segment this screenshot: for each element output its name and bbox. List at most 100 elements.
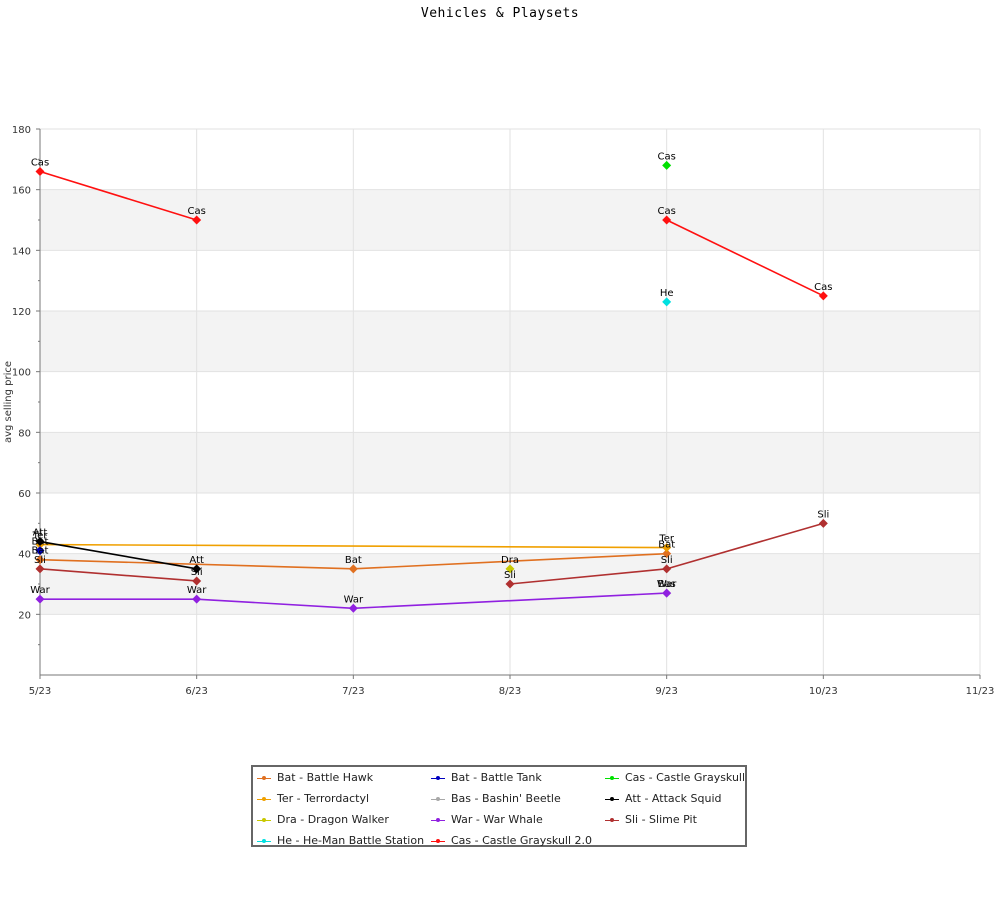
x-tick-label: 6/23 (185, 686, 207, 697)
series-points (35, 160, 828, 613)
data-point (35, 546, 45, 556)
data-point (35, 166, 45, 176)
data-label: Cas (31, 157, 49, 168)
series-line (353, 552, 667, 570)
data-label: Ter (658, 534, 675, 545)
data-label: Sli (817, 509, 829, 520)
x-tick-label: 5/23 (29, 686, 51, 697)
legend-item: He - He-Man Battle Station (257, 834, 424, 848)
data-label: Bat (32, 537, 49, 548)
data-label: Sli (661, 555, 673, 566)
data-label: Dra (501, 555, 519, 566)
legend-swatch (431, 836, 445, 846)
data-label: He (660, 288, 674, 299)
legend-label: He - He-Man Battle Station (277, 834, 425, 847)
legend-swatch (431, 794, 445, 804)
data-point (662, 549, 672, 559)
data-point (348, 564, 358, 574)
x-tick-label: 7/23 (342, 686, 364, 697)
data-point (192, 576, 202, 586)
legend-swatch (257, 836, 271, 846)
legend-item: Cas - Castle Grayskull (605, 771, 745, 785)
y-tick-label: 60 (18, 489, 31, 500)
legend-label: Cas - Castle Grayskull (625, 771, 746, 784)
data-point (662, 588, 672, 598)
legend-label: Bat - Battle Hawk (277, 771, 374, 784)
data-label: War (187, 585, 207, 596)
data-label: Cas (658, 206, 676, 217)
data-label: Sli (504, 570, 516, 581)
legend-swatch (605, 815, 619, 825)
legend-label: Att - Attack Squid (625, 792, 722, 805)
series-line (39, 568, 197, 582)
legend-item: Bat - Battle Tank (431, 771, 542, 785)
legend-label: Bat - Battle Tank (451, 771, 542, 784)
legend-label: Cas - Castle Grayskull 2.0 (451, 834, 593, 847)
data-label: Bat (658, 540, 675, 551)
x-tick-label: 10/23 (809, 686, 838, 697)
series-line (39, 558, 354, 570)
data-point (662, 297, 672, 307)
data-point (348, 603, 358, 613)
series-line (509, 568, 667, 585)
data-label: Sli (191, 567, 203, 578)
y-tick-label: 100 (12, 368, 31, 379)
legend-swatch (431, 773, 445, 783)
data-point (818, 518, 828, 528)
y-tick-label: 120 (12, 307, 31, 318)
data-point (662, 160, 672, 170)
data-point (35, 537, 45, 547)
legend-item: Att - Attack Squid (605, 792, 722, 806)
legend-label: War - War Whale (451, 813, 543, 826)
axes (36, 128, 981, 679)
data-label: Bat (32, 546, 49, 557)
legend-item: Bas - Bashin' Beetle (431, 792, 561, 806)
data-label: Ter (32, 531, 49, 542)
legend-label: Dra - Dragon Walker (277, 813, 389, 826)
data-label: Cas (658, 151, 676, 162)
data-point (35, 564, 45, 574)
legend-swatch (431, 815, 445, 825)
y-axis-label: avg selling price (3, 361, 14, 443)
data-label: War (30, 585, 50, 596)
data-point (35, 594, 45, 604)
legend-item: Cas - Castle Grayskull 2.0 (431, 834, 592, 848)
legend-label: Sli - Slime Pit (625, 813, 697, 826)
legend-swatch (605, 773, 619, 783)
legend-item: Sli - Slime Pit (605, 813, 697, 827)
legend-label: Ter - Terrordactyl (277, 792, 370, 805)
data-label: Att (189, 555, 204, 566)
data-point (662, 543, 672, 553)
data-label: Cas (814, 282, 832, 293)
legend-label: Bas - Bashin' Beetle (451, 792, 561, 805)
x-tick-label: 11/23 (966, 686, 995, 697)
data-point (192, 215, 202, 225)
data-point (192, 594, 202, 604)
data-point (818, 291, 828, 301)
chart-legend: Bat - Battle Hawk Bat - Battle Tank Cas - … (251, 765, 747, 847)
data-label: War (344, 594, 364, 605)
y-tick-label: 80 (18, 428, 31, 439)
legend-swatch (257, 794, 271, 804)
legend-swatch (257, 815, 271, 825)
chart-title: Vehicles & Playsets (420, 6, 580, 21)
data-label: Cas (188, 206, 206, 217)
series-line (196, 598, 354, 610)
y-tick-label: 140 (12, 246, 31, 257)
data-label: Sli (34, 555, 46, 566)
legend-swatch (257, 773, 271, 783)
data-label: Att (33, 528, 48, 539)
legend-swatch (605, 794, 619, 804)
x-tick-label: 9/23 (655, 686, 677, 697)
y-tick-label: 20 (18, 610, 31, 621)
data-label: Bas (658, 579, 676, 590)
series-line (666, 522, 824, 570)
data-point (35, 555, 45, 565)
x-tick-label: 8/23 (499, 686, 521, 697)
data-label: War (657, 579, 677, 590)
y-tick-label: 160 (12, 186, 31, 197)
series-line (353, 592, 667, 610)
series-lines (39, 170, 824, 610)
